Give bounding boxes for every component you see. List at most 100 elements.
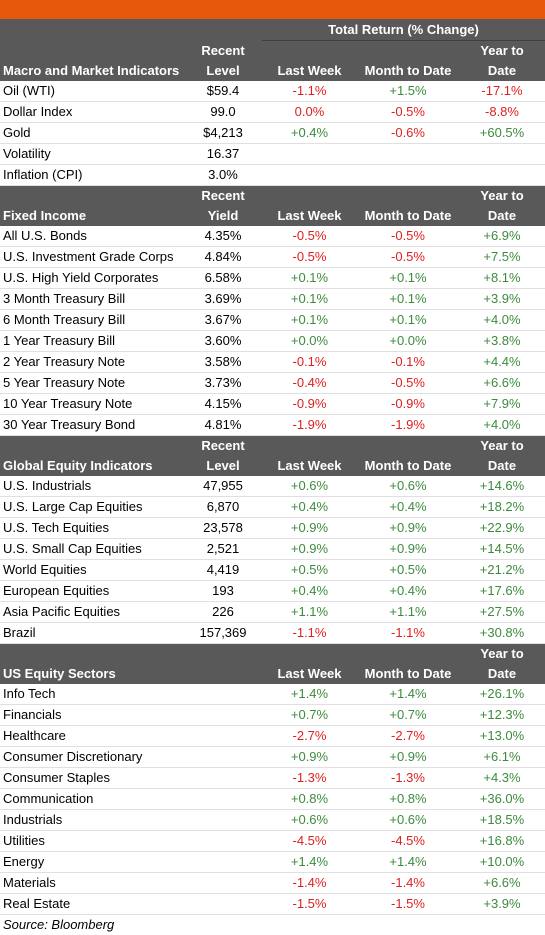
section-header-spacer [0, 643, 184, 664]
month-to-date-value: +1.5% [357, 81, 459, 102]
table-row: Gold $4,213 +0.4% -0.6% +60.5% [0, 122, 545, 144]
ytd-value: +30.8% [459, 622, 545, 644]
recent-value: 193 [184, 580, 262, 602]
ytd-value: -8.8% [459, 101, 545, 123]
month-to-date-value: +0.7% [357, 704, 459, 726]
table-row: Brazil 157,369 -1.1% -1.1% +30.8% [0, 622, 545, 644]
last-week-value: +0.7% [262, 704, 357, 726]
section-title: Fixed Income [0, 206, 184, 226]
col-spacer [262, 40, 357, 61]
recent-value: 16.37 [184, 143, 262, 165]
indicator-name: Info Tech [0, 684, 184, 705]
recent-value: 4.35% [184, 226, 262, 247]
last-week-value: -1.1% [262, 622, 357, 644]
last-week-value: +0.1% [262, 288, 357, 310]
last-week-header: Last Week [262, 456, 357, 476]
col-spacer [357, 435, 459, 456]
table-row: Healthcare -2.7% -2.7% +13.0% [0, 725, 545, 747]
month-to-date-value: +0.1% [357, 267, 459, 289]
recent-value: 4,419 [184, 559, 262, 581]
ytd-value: +14.6% [459, 476, 545, 497]
last-week-value: +0.1% [262, 309, 357, 331]
month-to-date-value: +0.1% [357, 309, 459, 331]
level-header-line1 [184, 643, 262, 664]
month-to-date-value: -1.1% [357, 622, 459, 644]
col-spacer [262, 643, 357, 664]
indicator-name: U.S. Tech Equities [0, 517, 184, 539]
table-row: U.S. Industrials 47,955 +0.6% +0.6% +14.6% [0, 476, 545, 497]
table-row: Dollar Index 99.0 0.0% -0.5% -8.8% [0, 101, 545, 123]
month-to-date-value: +0.1% [357, 288, 459, 310]
section-header-top: Recent Year to [0, 40, 545, 61]
ytd-header-line1: Year to [459, 40, 545, 61]
table-row: Communication +0.8% +0.8% +36.0% [0, 788, 545, 810]
recent-value [184, 851, 262, 873]
month-to-date-header: Month to Date [357, 664, 459, 684]
indicator-name: 30 Year Treasury Bond [0, 414, 184, 436]
recent-value: 6.58% [184, 267, 262, 289]
ytd-value: +60.5% [459, 122, 545, 144]
indicator-name: Gold [0, 122, 184, 144]
level-header-line2: Level [184, 61, 262, 81]
last-week-value: +0.9% [262, 746, 357, 768]
ytd-value: +4.3% [459, 767, 545, 789]
col-spacer [262, 185, 357, 206]
last-week-value: +0.6% [262, 476, 357, 497]
month-to-date-value: -1.3% [357, 767, 459, 789]
ytd-value: +6.6% [459, 872, 545, 894]
table-row: 6 Month Treasury Bill 3.67% +0.1% +0.1% +4.0… [0, 309, 545, 331]
recent-value: $4,213 [184, 122, 262, 144]
table-row: Oil (WTI) $59.4 -1.1% +1.5% -17.1% [0, 81, 545, 102]
indicator-name: Consumer Staples [0, 767, 184, 789]
last-week-value: -1.5% [262, 893, 357, 915]
recent-value: 99.0 [184, 101, 262, 123]
ytd-value: -17.1% [459, 81, 545, 102]
table-row: World Equities 4,419 +0.5% +0.5% +21.2% [0, 559, 545, 581]
level-header-line2: Level [184, 456, 262, 476]
recent-value: 4.15% [184, 393, 262, 415]
section-header: Fixed Income Yield Last Week Month to Date D… [0, 206, 545, 226]
last-week-header: Last Week [262, 664, 357, 684]
table-row: Volatility 16.37 [0, 143, 545, 165]
indicator-name: Financials [0, 704, 184, 726]
month-to-date-value: -0.1% [357, 351, 459, 373]
ytd-value: +27.5% [459, 601, 545, 623]
recent-value [184, 746, 262, 768]
ytd-header-line1: Year to [459, 435, 545, 456]
ytd-header-line1: Year to [459, 643, 545, 664]
ytd-value: +16.8% [459, 830, 545, 852]
month-to-date-value: +0.0% [357, 330, 459, 352]
indicator-name: 2 Year Treasury Note [0, 351, 184, 373]
indicator-name: Brazil [0, 622, 184, 644]
last-week-value: +0.5% [262, 559, 357, 581]
last-week-value: +0.4% [262, 580, 357, 602]
section-header-spacer [0, 185, 184, 206]
level-header-line1: Recent [184, 40, 262, 61]
indicator-name: All U.S. Bonds [0, 226, 184, 247]
col-spacer [357, 643, 459, 664]
indicator-name: 1 Year Treasury Bill [0, 330, 184, 352]
ytd-value: +12.3% [459, 704, 545, 726]
indicator-name: Industrials [0, 809, 184, 831]
ytd-value: +8.1% [459, 267, 545, 289]
month-to-date-value: -1.4% [357, 872, 459, 894]
table-row: 30 Year Treasury Bond 4.81% -1.9% -1.9% +4.0… [0, 414, 545, 436]
last-week-value: 0.0% [262, 101, 357, 123]
month-to-date-value: +1.4% [357, 851, 459, 873]
section-header-top: Year to [0, 643, 545, 664]
ytd-value: +6.6% [459, 372, 545, 394]
indicator-name: Inflation (CPI) [0, 164, 184, 186]
ytd-header-line2: Date [459, 664, 545, 684]
section-title: Global Equity Indicators [0, 456, 184, 476]
last-week-value: -0.9% [262, 393, 357, 415]
recent-value: 3.67% [184, 309, 262, 331]
month-to-date-value: +0.6% [357, 809, 459, 831]
source-note: Source: Bloomberg [3, 917, 115, 932]
section-header-top: Recent Year to [0, 435, 545, 456]
month-to-date-header: Month to Date [357, 206, 459, 226]
month-to-date-value [357, 164, 459, 186]
section-header-top: Recent Year to [0, 185, 545, 206]
last-week-value: -2.7% [262, 725, 357, 747]
recent-value: 47,955 [184, 476, 262, 497]
recent-value [184, 767, 262, 789]
